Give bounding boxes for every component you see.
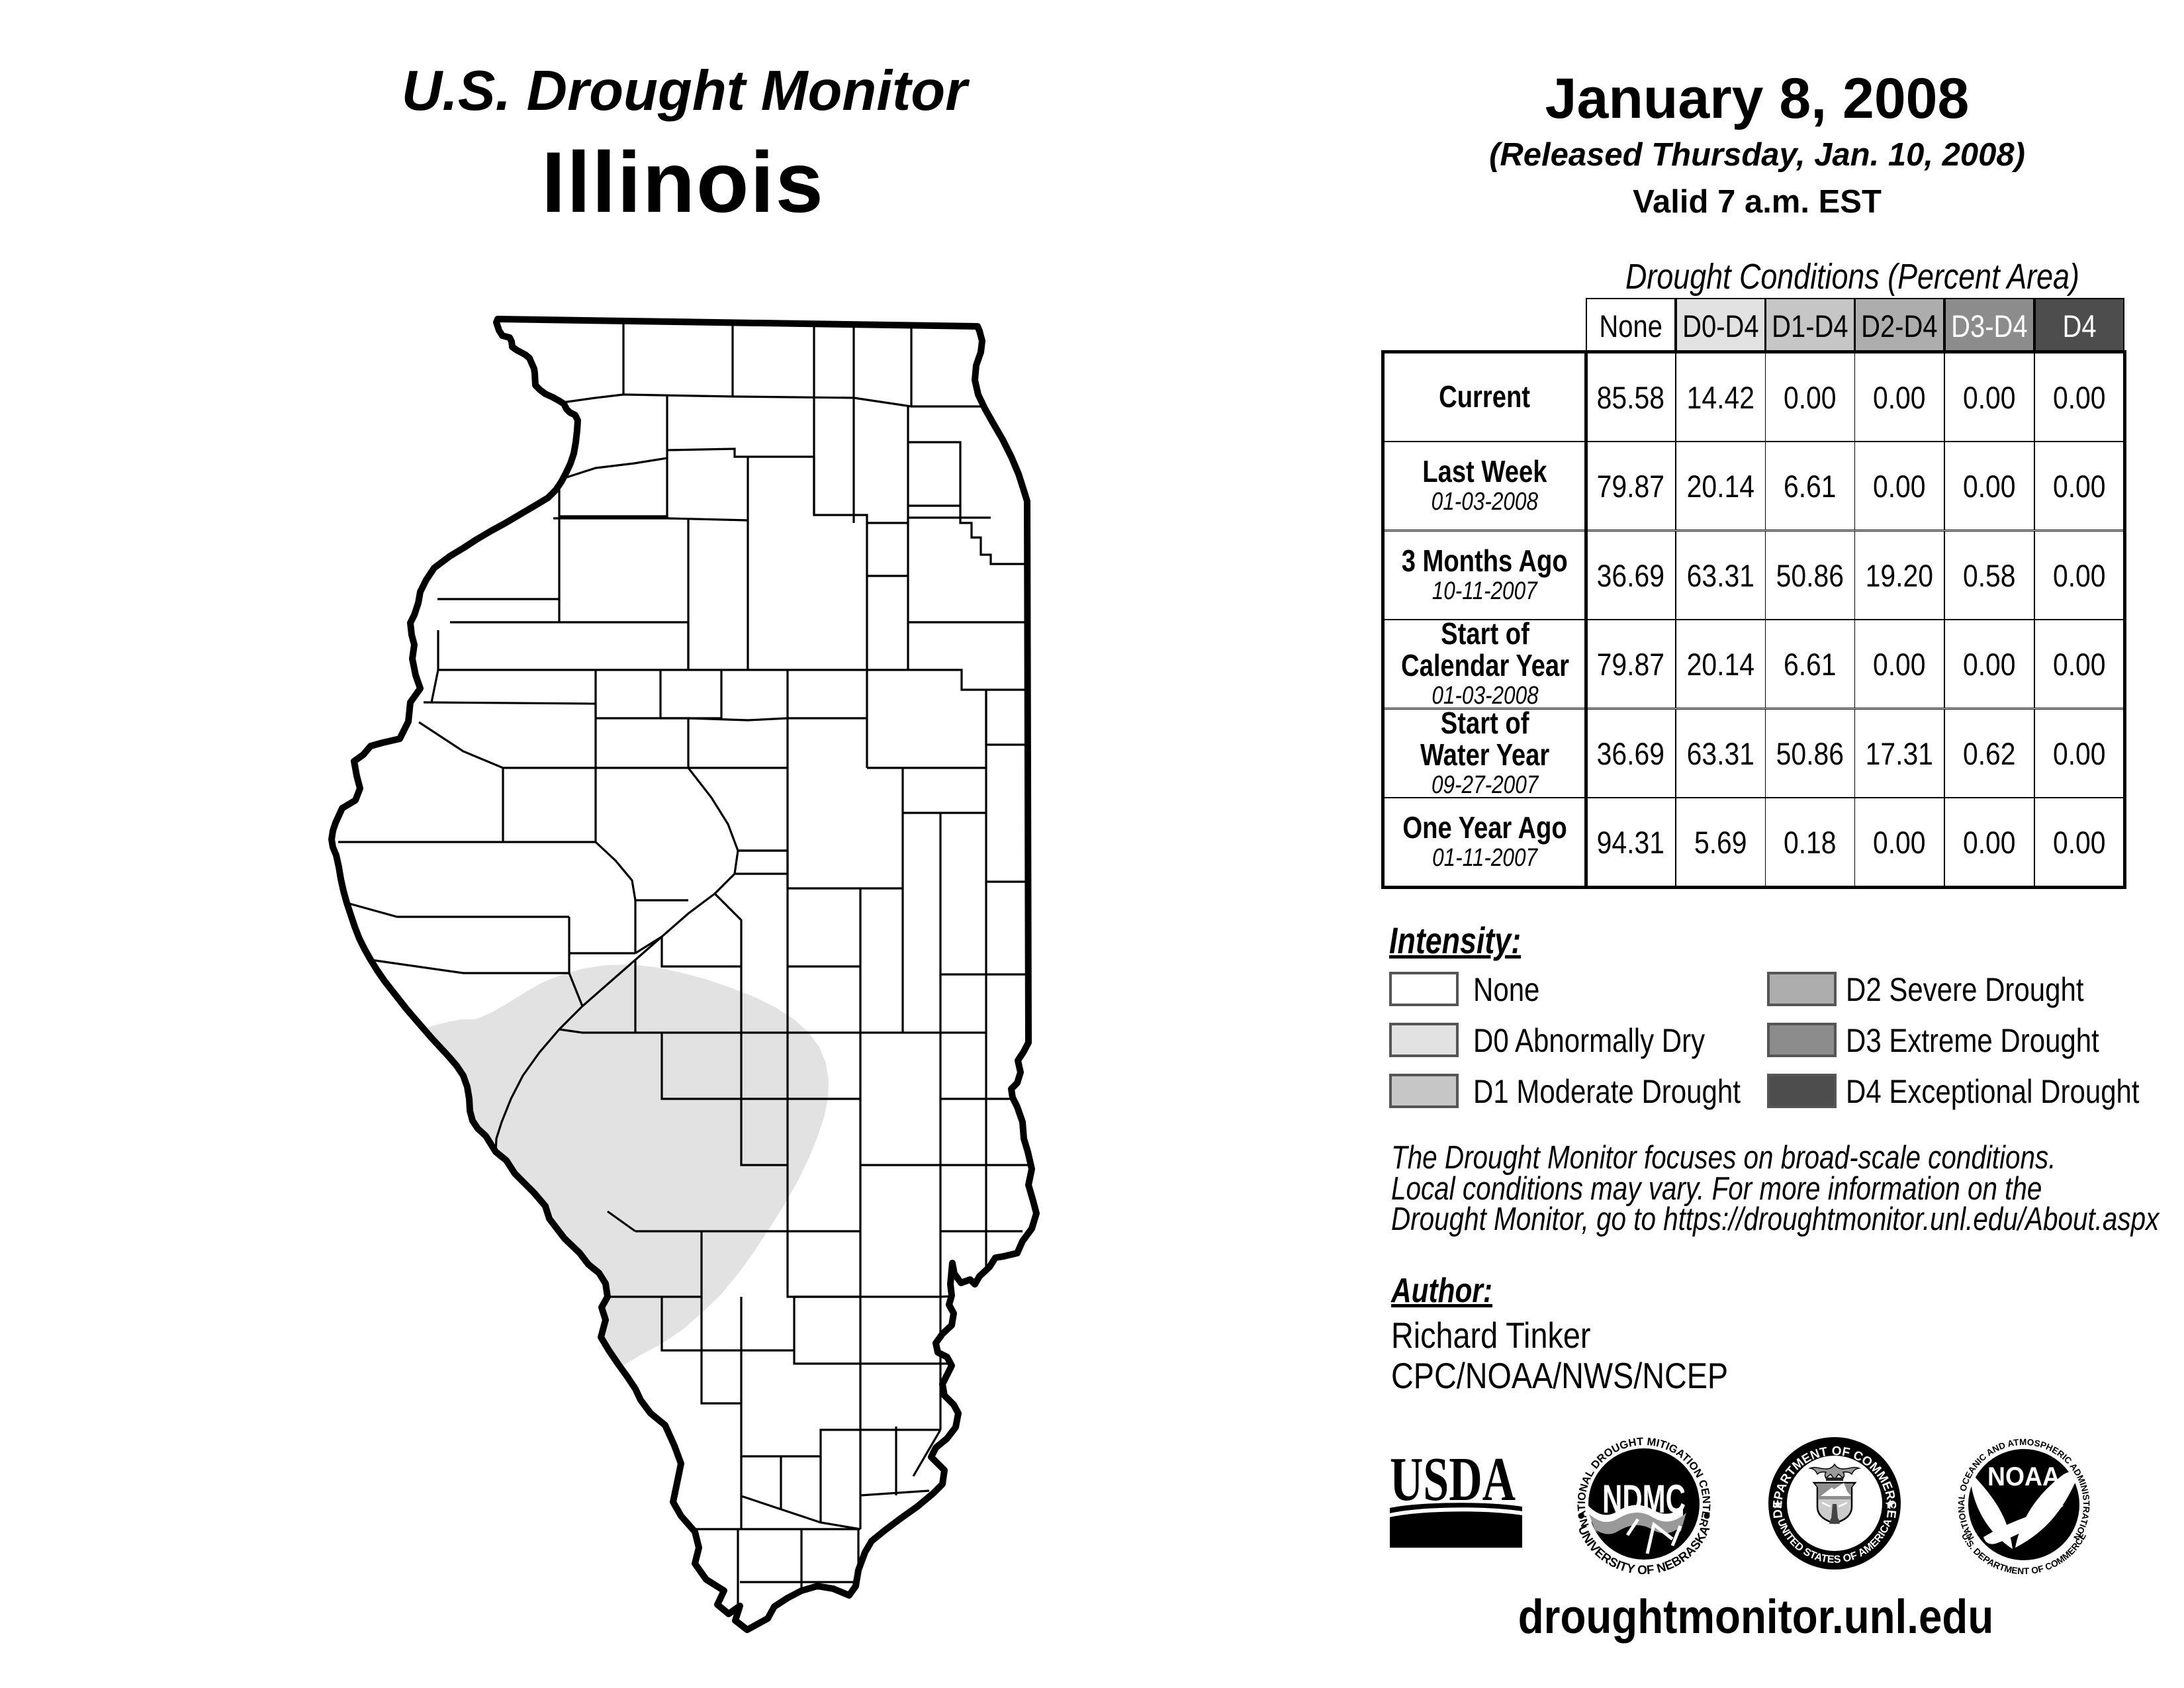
svg-text:★: ★ xyxy=(1772,1497,1784,1512)
svg-text:NDMC: NDMC xyxy=(1602,1477,1686,1521)
svg-text:★: ★ xyxy=(1884,1497,1896,1512)
svg-text:NOAA: NOAA xyxy=(1987,1462,2060,1491)
